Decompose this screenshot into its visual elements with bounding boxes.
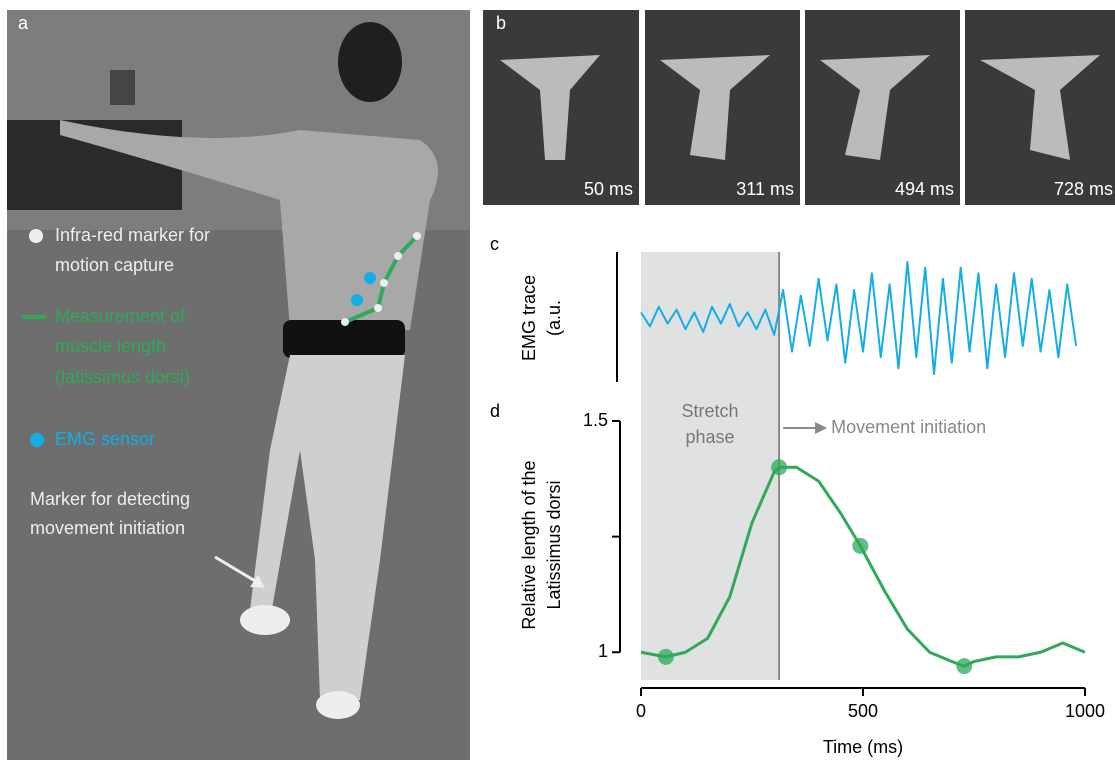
data-point <box>771 459 787 475</box>
shade-label: phase <box>686 427 735 447</box>
legend-text: motion capture <box>55 255 174 275</box>
y-tick-label: 1 <box>598 641 608 661</box>
y-axis-label: Relative length of the <box>519 460 539 629</box>
data-point <box>956 658 972 674</box>
data-point <box>658 649 674 665</box>
initiation-label: Movement initiation <box>831 417 986 437</box>
y-axis-label: (a.u. <box>544 300 564 336</box>
arrow-head <box>815 422 827 434</box>
panel-label: c <box>490 234 499 254</box>
x-tick-label: 0 <box>636 701 646 721</box>
legend-text: Infra-red marker for <box>55 225 210 245</box>
background-layer <box>641 252 779 680</box>
legend-text: Measurement of <box>55 306 186 326</box>
panel-label: d <box>490 401 500 421</box>
legend-text: (latissimus dorsi) <box>55 367 190 387</box>
panel-label: a <box>18 13 29 33</box>
frame-time: 728 ms <box>1054 179 1113 199</box>
x-tick-label: 1000 <box>1065 701 1105 721</box>
shade-label: Stretch <box>682 401 739 421</box>
data-point <box>852 538 868 554</box>
legend-text: Marker for detecting <box>30 489 190 509</box>
panel-label: b <box>496 13 506 33</box>
frame-time: 494 ms <box>895 179 954 199</box>
legend-text: movement initiation <box>30 518 185 538</box>
y-axis-label: EMG trace <box>519 275 539 361</box>
shade-region <box>641 252 779 680</box>
frame-time: 50 ms <box>584 179 633 199</box>
y-axis-label: Latissimus dorsi <box>544 480 564 609</box>
y-tick-label: 1.5 <box>583 410 608 430</box>
legend-text: muscle length <box>55 336 166 356</box>
x-axis-label: Time (ms) <box>823 737 903 757</box>
legend-text: EMG sensor <box>55 429 155 449</box>
figure: a Infra-red marker for motion capture Me… <box>0 0 1115 769</box>
photo-b <box>483 10 1115 205</box>
frame-time: 311 ms <box>736 179 794 199</box>
x-tick-label: 500 <box>848 701 878 721</box>
